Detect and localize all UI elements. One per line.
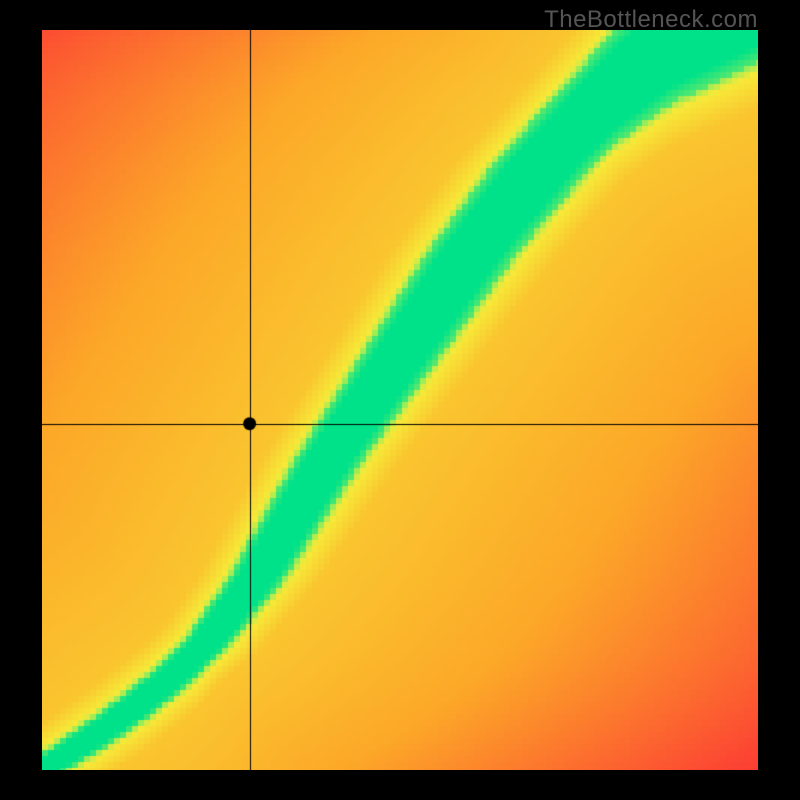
watermark-text: TheBottleneck.com xyxy=(544,6,758,34)
heatmap-plot xyxy=(42,30,758,770)
